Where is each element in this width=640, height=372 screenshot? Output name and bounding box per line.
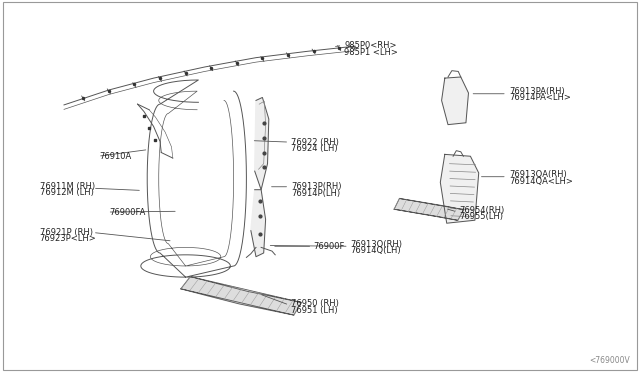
Text: 76924 (LH): 76924 (LH): [291, 144, 338, 153]
Text: 76914QA<LH>: 76914QA<LH>: [509, 177, 573, 186]
Text: 76911M (RH): 76911M (RH): [40, 182, 95, 191]
Polygon shape: [181, 277, 301, 315]
Text: 76922 (RH): 76922 (RH): [291, 138, 339, 147]
Polygon shape: [255, 97, 269, 190]
Text: 76954(RH): 76954(RH): [460, 206, 505, 215]
Text: 76912M (LH): 76912M (LH): [40, 188, 93, 197]
Polygon shape: [394, 199, 464, 220]
Text: 76923P<LH>: 76923P<LH>: [40, 234, 97, 243]
Text: 985P1 <LH>: 985P1 <LH>: [344, 48, 398, 57]
Text: 76955(LH): 76955(LH): [460, 212, 504, 221]
Text: <769000V: <769000V: [589, 356, 630, 365]
Text: 985P0<RH>: 985P0<RH>: [344, 41, 397, 50]
Text: 76950 (RH): 76950 (RH): [291, 299, 339, 308]
Text: 76914PA<LH>: 76914PA<LH>: [509, 93, 571, 102]
Text: 76913P(RH): 76913P(RH): [291, 182, 342, 191]
Text: 76913QA(RH): 76913QA(RH): [509, 170, 566, 179]
Polygon shape: [440, 154, 479, 223]
Text: 76914P(LH): 76914P(LH): [291, 189, 340, 198]
Polygon shape: [251, 190, 266, 257]
Text: 76900F: 76900F: [314, 242, 345, 251]
Text: 76951 (LH): 76951 (LH): [291, 306, 338, 315]
Text: 76921P (RH): 76921P (RH): [40, 228, 93, 237]
Text: 76913PA(RH): 76913PA(RH): [509, 87, 564, 96]
Text: 76914Q(LH): 76914Q(LH): [351, 246, 401, 255]
Polygon shape: [442, 77, 468, 125]
Text: 76913Q(RH): 76913Q(RH): [351, 240, 403, 249]
Text: 76910A: 76910A: [99, 152, 131, 161]
Text: 76900FA: 76900FA: [109, 208, 145, 217]
